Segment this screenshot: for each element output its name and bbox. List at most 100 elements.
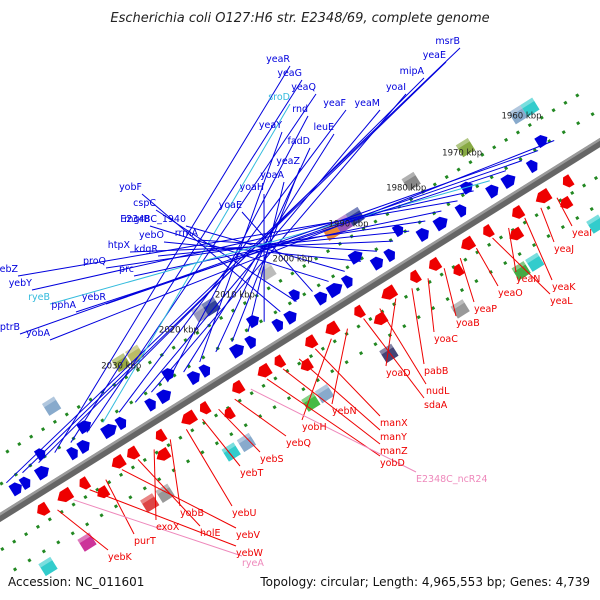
plus-gene-label: mipA: [400, 66, 425, 77]
plus-gene-label: prc: [119, 264, 134, 275]
minus-gene-label: yoaC: [434, 334, 458, 345]
minus-gene-arrow: [181, 409, 199, 425]
cog-block-shine: [38, 556, 53, 568]
minus-gene-arrow: [560, 195, 574, 209]
track-dot: [582, 183, 587, 188]
track-dot: [128, 495, 133, 500]
plus-label-leader: [54, 65, 291, 453]
track-dot: [154, 450, 159, 455]
plus-gene-label: rrmA: [175, 228, 199, 239]
plus-gene-arrow: [383, 248, 395, 263]
track-dot: [266, 286, 271, 291]
minus-label-leader: [314, 348, 381, 417]
scale-tick-label: 2000 kbp: [273, 255, 313, 265]
track-dot: [178, 435, 183, 440]
plus-gene-arrow: [369, 256, 384, 271]
track-dot: [373, 219, 378, 224]
plus-label-leader: [49, 140, 555, 341]
track-dot: [374, 247, 379, 252]
plus-gene-arrow: [186, 371, 200, 386]
cog-block-shine: [401, 171, 416, 183]
minus-gene-arrow: [79, 476, 92, 490]
cog-block: [401, 171, 421, 192]
cog-block-shine: [236, 432, 251, 444]
minus-gene-arrow: [155, 428, 168, 442]
plus-gene-label: yeaZ: [276, 156, 300, 167]
track-dot: [439, 272, 444, 277]
plus-gene-label: fadD: [287, 136, 310, 147]
track-dot: [17, 442, 22, 447]
cog-block-shine: [525, 252, 540, 264]
minus-label-leader: [73, 499, 243, 557]
genome-summary-text: Topology: circular; Length: 4,965,553 bp…: [259, 575, 590, 589]
plus-gene-arrow: [156, 389, 172, 405]
cog-block-shine: [455, 137, 470, 149]
cog-block-shine: [111, 353, 126, 364]
minus-gene-label: manZ: [380, 446, 408, 457]
minus-label-leader: [57, 509, 109, 551]
minus-gene-arrow: [257, 362, 273, 378]
cog-block-shine: [314, 384, 329, 395]
minus-label-leader: [202, 418, 241, 467]
minus-gene-label: nudL: [426, 386, 450, 397]
track-dot: [345, 265, 350, 270]
minus-gene-label: pabB: [424, 366, 448, 377]
minus-label-leader: [266, 378, 381, 457]
track-dot: [47, 517, 52, 522]
plus-label-leader: [6, 47, 461, 484]
minus-label-leader: [137, 459, 201, 527]
track-dot: [261, 383, 266, 388]
track-dot: [70, 531, 75, 536]
plus-gene-arrow: [114, 416, 127, 431]
plus-gene-label: pphA: [51, 300, 76, 311]
minus-label-leader: [218, 408, 261, 453]
track-dot: [302, 292, 307, 297]
track-dot: [460, 193, 465, 198]
plus-gene-arrow: [340, 275, 353, 289]
plus-gene-arrow: [325, 282, 343, 299]
plus-gene-arrow: [198, 364, 211, 378]
track-dot: [546, 205, 551, 210]
minus-gene-arrow: [483, 224, 495, 238]
plus-gene-arrow: [18, 476, 31, 491]
plus-gene-label: mgrB: [124, 214, 150, 225]
minus-label-leader: [492, 237, 551, 295]
minus-gene-label: yeaJ: [554, 244, 574, 255]
minus-gene-label: yobH: [302, 422, 327, 433]
track-dot: [302, 263, 307, 269]
scale-tick-label: 1960 kbp: [502, 111, 542, 121]
minus-gene-arrow: [381, 284, 399, 300]
minus-gene-label: yebN: [332, 406, 357, 417]
plus-label-leader: [247, 181, 285, 332]
track-dot: [76, 404, 81, 410]
minus-label-leader: [331, 328, 348, 405]
cog-block: [520, 97, 540, 117]
cog-block: [586, 214, 600, 234]
minus-label-leader: [427, 278, 435, 333]
minus-gene-arrow: [199, 401, 212, 415]
plus-gene-label: kdgR: [134, 244, 159, 255]
track-dot: [527, 123, 532, 128]
track-dot: [290, 271, 295, 276]
plus-label-leader: [129, 240, 394, 253]
track-dot: [539, 115, 544, 120]
cog-block-shine: [155, 483, 170, 495]
track-dot: [147, 360, 152, 365]
plus-gene-arrow: [391, 224, 404, 238]
scale-tick-label: 1970 kbp: [442, 149, 482, 159]
track-dot: [40, 427, 46, 432]
plus-gene-label: yeaQ: [291, 82, 316, 93]
cog-block: [140, 493, 160, 513]
track-dot: [534, 213, 539, 218]
plus-gene-label: yobA: [26, 328, 50, 339]
track-dot: [468, 160, 473, 165]
minus-gene-arrow: [126, 445, 141, 460]
plus-gene-label: ptrB: [0, 322, 20, 333]
track-dot: [214, 441, 219, 446]
minus-gene-label: yebQ: [286, 438, 311, 449]
plus-gene-label: cspC: [133, 198, 156, 209]
plus-gene-label: yobF: [119, 182, 142, 193]
plus-label-leader: [49, 180, 490, 305]
cog-block-shine: [508, 105, 523, 116]
